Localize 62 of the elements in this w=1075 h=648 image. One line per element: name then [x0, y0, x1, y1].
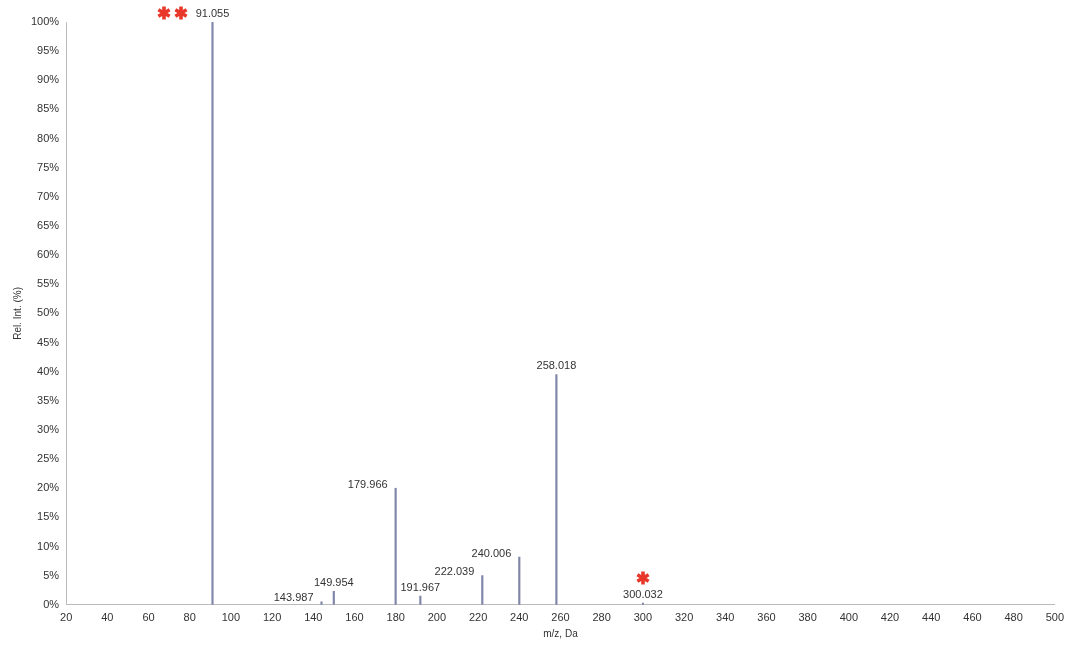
bar: [394, 487, 397, 605]
x-tick-label: 80: [183, 611, 196, 624]
y-tick-label: 90%: [37, 73, 60, 86]
y-tick-label: 15%: [37, 510, 60, 523]
y-axis-title: Rel. Int. (%): [11, 287, 23, 340]
y-tick-label: 80%: [37, 131, 60, 144]
annotation: 191.967: [400, 580, 441, 593]
y-tick-label: 35%: [37, 393, 60, 406]
x-tick-label: 220: [468, 611, 488, 624]
y-tick-label: 25%: [37, 452, 60, 465]
y-tick-label: 55%: [37, 277, 60, 290]
x-tick-label: 300: [633, 611, 653, 624]
y-tick-label: 20%: [37, 481, 60, 494]
x-tick-label: 280: [592, 611, 611, 624]
x-tick-label: 160: [345, 611, 364, 624]
x-tick-label: 260: [551, 611, 570, 624]
x-tick-label: 340: [716, 611, 735, 624]
x-tick-label: 500: [1045, 611, 1064, 624]
x-tick-label: 120: [262, 611, 282, 624]
x-tick-label: 100: [221, 611, 241, 624]
bar: [211, 22, 214, 605]
x-tick-label: 460: [963, 611, 982, 624]
y-tick-label: 70%: [37, 189, 60, 202]
x-tick-label: 240: [510, 611, 529, 624]
annotation: 149.954: [313, 575, 354, 588]
annotation: 240.006: [471, 546, 512, 559]
x-tick-label: 180: [386, 611, 405, 624]
y-tick-label: 85%: [37, 102, 60, 115]
x-tick-label: 420: [880, 611, 900, 624]
y-tick-label: 30%: [37, 422, 60, 435]
x-tick-label: 200: [427, 611, 447, 624]
y-tick-label: 10%: [37, 539, 60, 552]
x-tick-label: 480: [1004, 611, 1023, 624]
x-tick-label: 440: [922, 611, 941, 624]
x-axis-title: m/z, Da: [543, 627, 579, 639]
y-tick-label: 0%: [43, 597, 60, 610]
y-tick-label: 50%: [37, 306, 60, 319]
bar: [555, 374, 558, 605]
annotation: 300.032: [623, 587, 663, 600]
x-tick-label: 320: [674, 611, 694, 624]
y-tick-label: 60%: [37, 248, 60, 261]
x-tick-label: 400: [839, 611, 859, 624]
bar: [481, 575, 484, 605]
annotation: 222.039: [434, 565, 475, 578]
annotation: 179.966: [347, 477, 388, 490]
x-tick-label: 380: [798, 611, 817, 624]
annotation: 91.055: [195, 6, 230, 19]
x-tick-label: 20: [60, 611, 73, 624]
y-tick-label: 40%: [37, 364, 60, 377]
x-tick-label: 360: [757, 611, 776, 624]
y-tick-label: 65%: [37, 219, 60, 232]
y-tick-label: 5%: [43, 568, 60, 581]
y-tick-label: 75%: [37, 160, 60, 173]
y-tick-label: 45%: [37, 335, 60, 348]
annotation: 258.018: [536, 359, 577, 372]
y-tick-label: 95%: [37, 44, 60, 57]
bar: [518, 556, 521, 605]
x-tick-label: 60: [142, 611, 155, 624]
x-tick-label: 140: [304, 611, 323, 624]
y-tick-label: 100%: [30, 15, 60, 28]
x-tick-label: 40: [101, 611, 114, 624]
annotation: 143.987: [273, 591, 314, 604]
